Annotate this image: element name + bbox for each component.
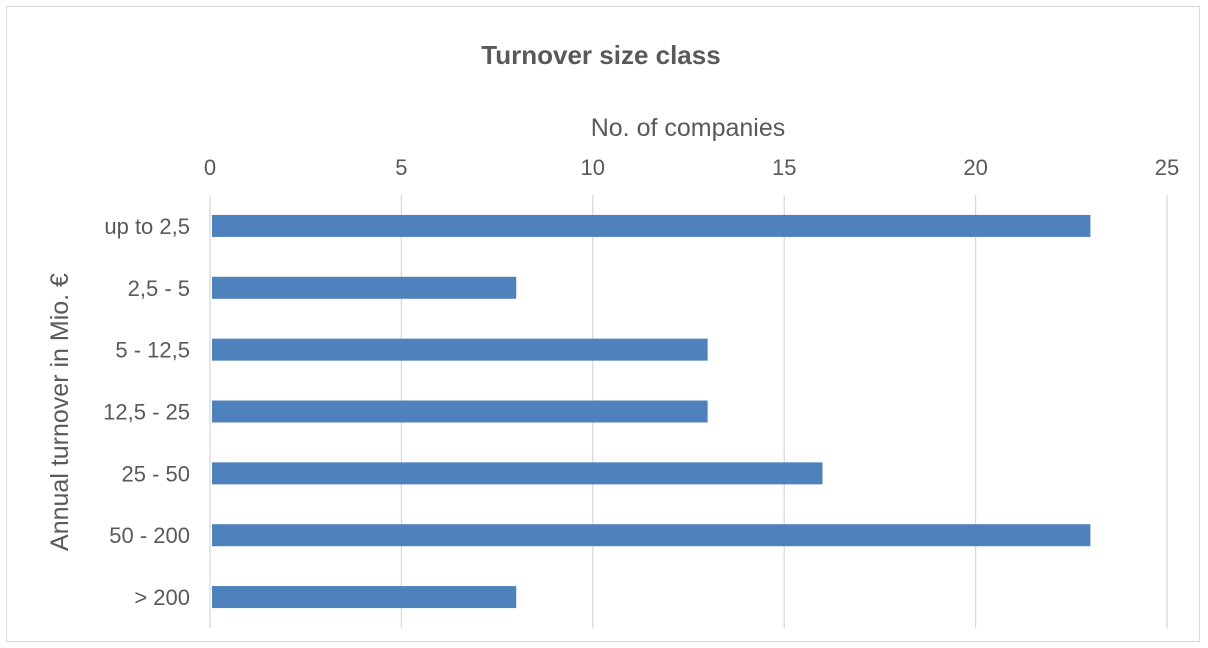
- x-tick-label: 10: [581, 155, 605, 180]
- bar: [212, 276, 517, 299]
- x-tick-label: 25: [1155, 155, 1179, 180]
- x-tick-labels: 0 5 10 15 20 25: [204, 155, 1179, 180]
- bars: [212, 214, 1091, 609]
- bar: [212, 214, 1091, 237]
- chart-title: Turnover size class: [481, 40, 720, 70]
- category-label: 5 - 12,5: [115, 338, 190, 363]
- bar: [212, 524, 1091, 547]
- category-label: up to 2,5: [104, 214, 190, 239]
- category-label: > 200: [134, 585, 190, 610]
- category-label: 50 - 200: [109, 523, 190, 548]
- x-axis-title: No. of companies: [591, 114, 786, 142]
- x-tick-label: 20: [963, 155, 987, 180]
- bar: [212, 586, 517, 609]
- y-axis-title: Annual turnover in Mio. €: [46, 273, 74, 551]
- bar: [212, 400, 708, 423]
- category-labels: up to 2,5 2,5 - 5 5 - 12,5 12,5 - 25 25 - 50…: [103, 214, 190, 610]
- bar: [212, 462, 823, 485]
- category-label: 12,5 - 25: [103, 400, 190, 425]
- x-tick-label: 0: [204, 155, 216, 180]
- category-label: 25 - 50: [122, 461, 191, 486]
- bar: [212, 338, 708, 361]
- x-tick-label: 5: [395, 155, 407, 180]
- x-tick-label: 15: [772, 155, 796, 180]
- category-label: 2,5 - 5: [128, 276, 190, 301]
- gridlines: [209, 195, 1168, 628]
